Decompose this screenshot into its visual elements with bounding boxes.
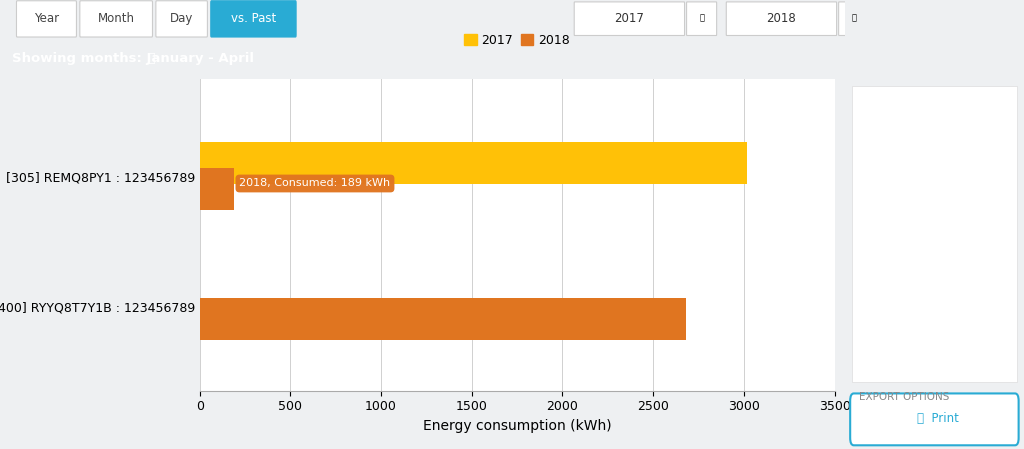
Bar [200, 168, 233, 210]
Text: ⓘ: ⓘ [147, 52, 156, 65]
Text: 📅: 📅 [699, 14, 705, 23]
Bar [200, 142, 748, 184]
Text: 2017: 2017 [614, 12, 644, 25]
Text: Month: Month [97, 12, 135, 25]
FancyBboxPatch shape [686, 2, 717, 35]
Text: Year: Year [34, 12, 59, 25]
FancyBboxPatch shape [211, 1, 296, 37]
Text: Showing months: January - April: Showing months: January - April [12, 52, 254, 65]
Text: vs. Past: vs. Past [230, 12, 276, 25]
Text: 2018: 2018 [767, 12, 797, 25]
Legend: 2017, 2018: 2017, 2018 [459, 29, 575, 52]
FancyBboxPatch shape [574, 2, 684, 35]
Text: Day: Day [170, 12, 194, 25]
FancyBboxPatch shape [16, 1, 77, 37]
X-axis label: Energy consumption (kWh): Energy consumption (kWh) [423, 419, 611, 433]
FancyBboxPatch shape [850, 393, 1019, 445]
FancyBboxPatch shape [80, 1, 153, 37]
Bar [200, 298, 686, 340]
Text: 2018, Consumed: 189 kWh: 2018, Consumed: 189 kWh [240, 179, 390, 189]
Text: 📅: 📅 [851, 14, 856, 23]
FancyBboxPatch shape [852, 86, 1017, 383]
FancyBboxPatch shape [156, 1, 208, 37]
FancyBboxPatch shape [726, 2, 837, 35]
FancyBboxPatch shape [839, 2, 868, 35]
Text: EXPORT OPTIONS: EXPORT OPTIONS [859, 392, 949, 402]
Text: 🖨  Print: 🖨 Print [918, 412, 958, 425]
